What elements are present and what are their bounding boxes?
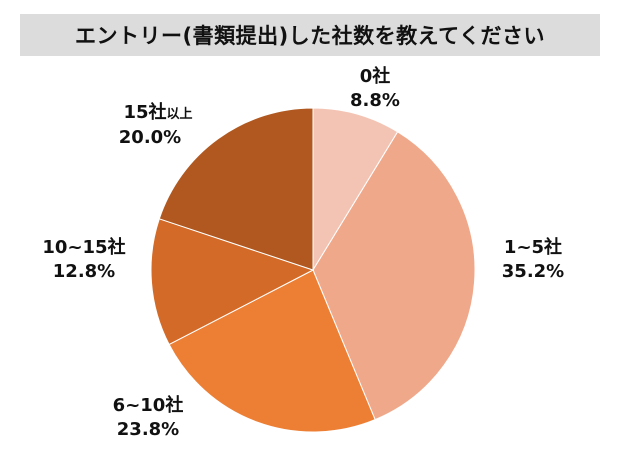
slice-label-4: 15社以上 — [123, 101, 192, 123]
slice-value-0: 8.8% — [350, 90, 400, 111]
pie-slices — [150, 107, 476, 433]
pie-slice-3 — [150, 218, 315, 346]
chart-title: エントリー(書類提出)した社数を教えてください — [74, 24, 545, 48]
slice-label-2: 6~10社 — [113, 394, 184, 416]
slice-label-4-main: 15社 — [123, 101, 166, 123]
slice-label-3: 10~15社 — [42, 236, 125, 258]
slice-value-2: 23.8% — [117, 419, 179, 440]
slice-value-4: 20.0% — [119, 127, 181, 148]
pie-labels: 0社 8.8% 1~5社 35.2% 6~10社 23.8% 10~15社 12… — [42, 65, 564, 440]
pie-slice-0 — [312, 107, 399, 272]
slice-label-4-suffix: 以上 — [167, 107, 193, 122]
chart-title-bar: エントリー(書類提出)した社数を教えてください — [20, 14, 600, 56]
slice-value-3: 12.8% — [53, 261, 115, 282]
slice-value-1: 35.2% — [502, 261, 564, 282]
slice-label-0: 0社 — [360, 65, 391, 87]
pie-slice-4 — [158, 107, 314, 271]
pie-slice-1 — [312, 131, 476, 421]
pie-slice-2 — [168, 269, 376, 433]
slice-label-1: 1~5社 — [504, 236, 562, 258]
